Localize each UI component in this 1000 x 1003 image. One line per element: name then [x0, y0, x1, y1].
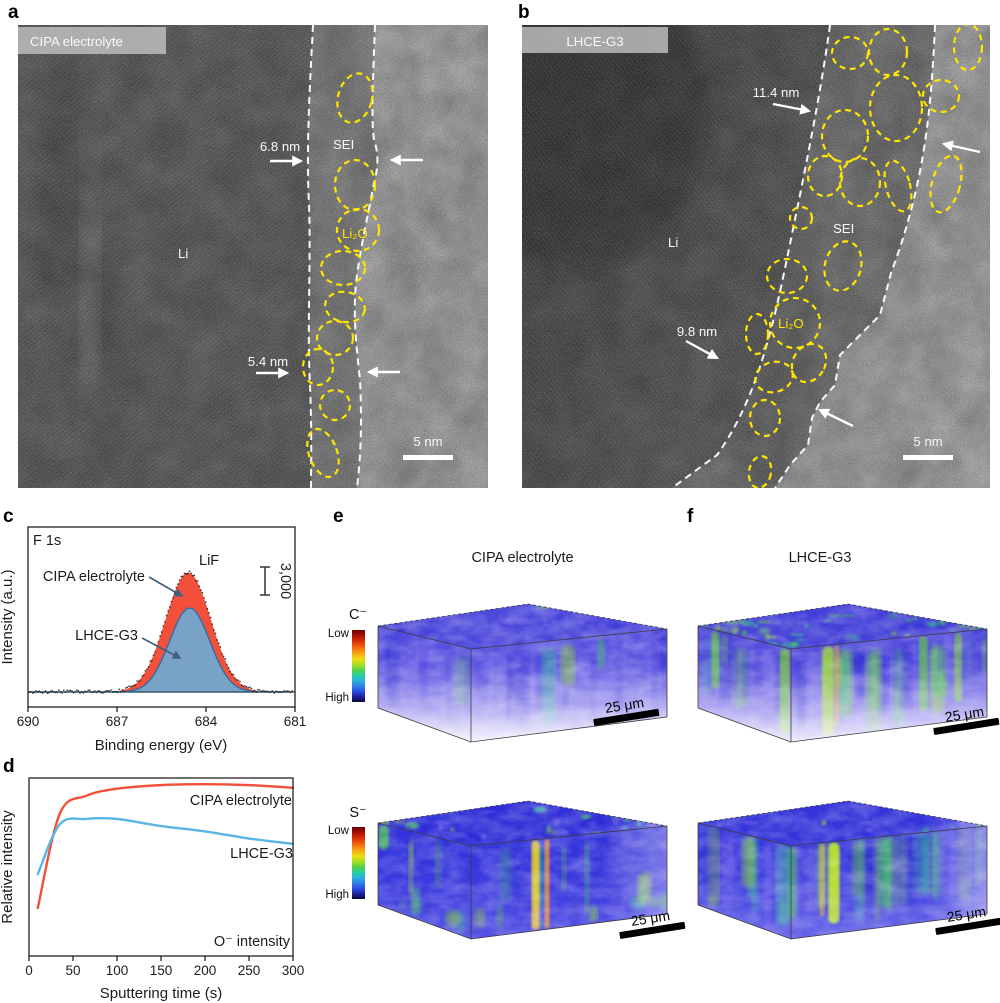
panel-d-line-chart: 0 50 100 150 200 250 300 CIPA electrolyte LHCE… — [0, 777, 304, 1002]
thickness-arrow-icon — [685, 339, 719, 360]
svg-text:100: 100 — [106, 963, 129, 978]
electrolyte-label-box — [18, 27, 166, 54]
scale-bar-label: 5 nm — [913, 434, 942, 449]
li2o-label: Li₂O — [778, 316, 804, 331]
series2-label: LHCE-G3 — [75, 628, 138, 644]
series1-label: CIPA electrolyte — [190, 793, 292, 809]
tof-title-lhce: LHCE-G3 — [788, 550, 852, 566]
plot-frame — [27, 526, 296, 708]
tem-grain-dark — [522, 25, 990, 488]
panel-letter-a: a — [8, 2, 19, 23]
peak-label: LiF — [199, 553, 219, 569]
series2-label: LHCE-G3 — [230, 846, 293, 862]
panel-a-tem-image: CIPA electrolyte 6.8 nm SEI Li₂O Li 5.4 … — [18, 25, 488, 488]
series1-label: CIPA electrolyte — [43, 569, 145, 585]
electrolyte-label: CIPA electrolyte — [30, 34, 123, 49]
colorbar-high-label: High — [325, 889, 349, 901]
colorbar-low-label: Low — [327, 825, 349, 837]
panel-letter-c: c — [3, 506, 14, 527]
x-axis-title: Binding energy (eV) — [95, 737, 228, 754]
ion-label-s: S⁻ — [349, 805, 367, 821]
electrolyte-label: LHCE-G3 — [566, 34, 623, 49]
xps-raw-data-dots — [28, 570, 293, 694]
li2o-particle-outlines — [744, 25, 984, 488]
sei-label: SEI — [333, 137, 354, 152]
thickness-arrow-up-left-icon — [818, 408, 854, 428]
svg-text:690: 690 — [17, 714, 40, 729]
svg-text:50: 50 — [65, 963, 80, 978]
scale-bar-label: 5 nm — [413, 434, 442, 449]
colorbar-c — [352, 630, 365, 702]
panel-b-tem-image: LHCE-G3 11.4 nm SEI Li 9.8 nm Li₂O 5 nm — [522, 25, 990, 488]
panel-letter-e: e — [333, 506, 344, 527]
spectrum-region-label: F 1s — [33, 533, 61, 549]
electrolyte-label-box — [522, 27, 668, 53]
li2o-particle-outlines — [301, 72, 381, 479]
svg-text:300: 300 — [282, 963, 305, 978]
svg-text:684: 684 — [195, 714, 218, 729]
thickness-arrow-left-icon — [941, 140, 981, 154]
panel-letter-d: d — [3, 756, 15, 777]
svg-text:250: 250 — [238, 963, 261, 978]
li-label: Li — [178, 246, 188, 261]
sei-thickness-bottom-label: 9.8 nm — [677, 324, 717, 339]
svg-text:150: 150 — [150, 963, 173, 978]
intensity-scale-bar — [260, 566, 270, 596]
colorbar-high-label: High — [325, 692, 349, 704]
sei-label: SEI — [833, 221, 854, 236]
y-axis-title: Intensity (a.u.) — [0, 569, 16, 664]
li2o-label: Li₂O — [342, 226, 368, 241]
depth-profile-lines — [36, 783, 295, 910]
annotation-arrow-icon — [141, 637, 182, 659]
tem-grain-dark — [18, 25, 488, 488]
panel-letter-f: f — [687, 506, 694, 527]
ion-label-c: C⁻ — [348, 607, 368, 623]
ion-intensity-annotation: O⁻ intensity — [214, 934, 291, 950]
x-axis-ticks: 0 50 100 150 200 250 300 — [25, 956, 304, 978]
colorbar-s — [352, 827, 365, 899]
panel-letter-b: b — [518, 2, 530, 23]
y-axis-title: Relative intensity — [0, 810, 16, 924]
sei-boundary-inner — [671, 25, 831, 488]
annotation-arrow-icon — [148, 576, 184, 597]
svg-text:687: 687 — [106, 714, 129, 729]
intensity-scale-label: 3,000 — [277, 563, 293, 599]
sei-boundary-outer — [774, 25, 936, 488]
sei-thickness-top-label: 11.4 nm — [753, 85, 800, 100]
svg-text:200: 200 — [194, 963, 217, 978]
panel-c-xps-chart: 690 687 684 681 F 1s CIPA electrolyte LiF L… — [0, 526, 307, 754]
li-label: Li — [668, 235, 678, 250]
tof-volume-lhce-s — [697, 800, 988, 940]
sei-boundary-outer — [353, 25, 379, 488]
tof-volume-cipa-s — [377, 800, 668, 940]
tof-volume-lhce-c — [697, 603, 988, 743]
scale-bar — [903, 455, 953, 460]
x-axis-ticks: 690 687 684 681 — [17, 707, 307, 729]
svg-text:0: 0 — [25, 963, 33, 978]
thickness-arrow-icon — [772, 102, 812, 115]
scale-bar — [403, 455, 453, 460]
svg-text:681: 681 — [284, 714, 307, 729]
x-axis-title: Sputtering time (s) — [100, 985, 223, 1002]
tof-title-cipa: CIPA electrolyte — [471, 550, 574, 566]
colorbar-low-label: Low — [327, 628, 349, 640]
tof-volume-cipa-c — [377, 603, 668, 743]
sei-thickness-top-label: 6.8 nm — [260, 139, 300, 154]
sei-boundary-inner — [306, 25, 314, 488]
sei-thickness-bottom-label: 5.4 nm — [248, 354, 288, 369]
